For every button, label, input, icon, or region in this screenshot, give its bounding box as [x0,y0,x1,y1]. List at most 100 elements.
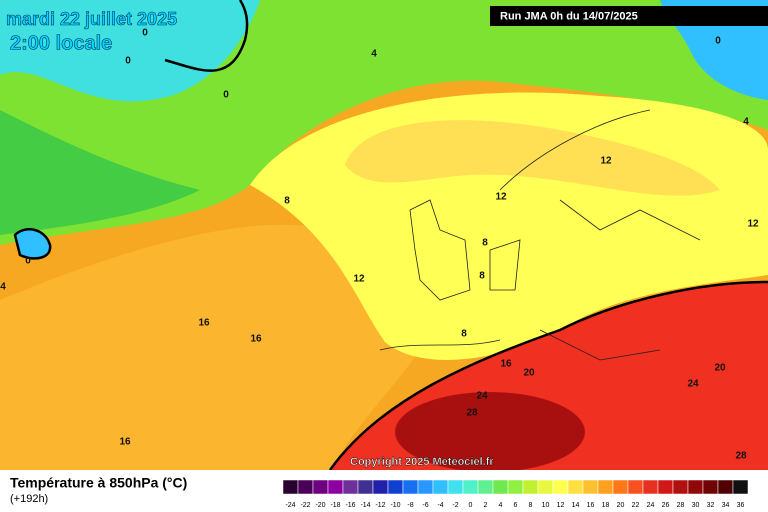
scale-cell [612,479,629,495]
scale-label: -14 [360,502,370,509]
contour-label: 16 [119,437,131,448]
scale-cell [582,479,599,495]
contour-label: 8 [284,196,290,207]
contour-label: 28 [466,408,478,419]
scale-label: 8 [529,502,533,509]
scale-label: 26 [662,502,670,509]
scale-cell [372,479,389,495]
contour-label: 8 [482,238,488,249]
contour-label: 16 [250,334,262,345]
scale-label: 10 [542,502,550,509]
scale-label: -22 [300,502,310,509]
scale-label: 32 [707,502,715,509]
scale-cell [432,479,449,495]
contour-label: 0 [223,90,229,101]
scale-label: -24 [285,502,295,509]
scale-cell [567,479,584,495]
date: mardi 22 juillet 2025 [6,9,177,29]
scale-label: 28 [677,502,685,509]
run-info: Run JMA 0h du 14/07/2025 [500,10,638,22]
contour-label: 0 [715,36,721,47]
contour-line [164,0,249,72]
green-zone-dark [0,110,200,235]
scale-cell [522,479,539,495]
contour-label: 24 [476,391,488,402]
scale-label: 6 [514,502,518,509]
run-banner [490,6,768,26]
scale-cell [447,479,464,495]
contour-label: 8 [479,271,485,282]
scale-label: 2 [484,502,488,509]
scale-label: 18 [602,502,610,509]
scale-cell [657,479,674,495]
contour-label: 12 [495,192,507,203]
contour-label: 20 [523,368,535,379]
scale-cell [342,479,359,495]
contour-label: 4 [0,282,6,293]
scale-cell [282,479,299,495]
contour-label: 12 [353,274,365,285]
time: 2:00 locale [10,32,112,54]
copyright: Copyright 2025 Meteociel.fr [350,456,494,468]
contour-label: 4 [743,117,749,128]
contour-label: 24 [687,379,699,390]
scale-label: 12 [557,502,565,509]
scale-label: -18 [330,502,340,509]
scale-cell [492,479,509,495]
scale-label: 30 [692,502,700,509]
scale-cell [597,479,614,495]
scale-label: 36 [737,502,745,509]
contour-label: 16 [198,318,210,329]
scale-cell [462,479,479,495]
scale-label: -2 [452,502,458,509]
contour-labels: 0 0 0 0 0 4 4 4 8 8 8 8 12 12 12 12 16 16 16 16 20 20 24 24 28 28 [0,28,759,462]
contour-label: 16 [500,359,512,370]
contour-label: 0 [142,28,148,39]
scale-label: -20 [315,502,325,509]
scale-label: -8 [407,502,413,509]
contour-label: 20 [714,363,726,374]
scale-cell [357,479,374,495]
contour-label: 0 [125,56,131,67]
scale-label: -16 [345,502,355,509]
contour-label: 4 [371,49,377,60]
scale-label: 20 [617,502,625,509]
scale-label: 22 [632,502,640,509]
scale-cell [402,479,419,495]
scale-label: 4 [499,502,503,509]
warm-zone [0,224,420,470]
scale-cell [537,479,554,495]
scale-cell [417,479,434,495]
contour-label: 8 [461,329,467,340]
scale-label: 16 [587,502,595,509]
contour-line [328,280,768,471]
scale-cell [717,479,734,495]
scale-label: -12 [375,502,385,509]
scale-label: -6 [422,502,428,509]
scale-cell [642,479,659,495]
coastline [409,199,521,301]
scale-cell [552,479,569,495]
scale-cell [312,479,329,495]
scale-cell [687,479,704,495]
scale-cell [732,479,749,495]
coastline [379,109,701,361]
scale-label: 0 [469,502,473,509]
scale-label: 34 [722,502,730,509]
scale-label: 14 [572,502,580,509]
scale-cell [672,479,689,495]
cyan-zone [0,0,260,102]
color-scale: -24 -22 -20 -18 -16 -14 -12 -10 -8 -6 -4 -2 0 2 4 6 8 10 1… [282,479,749,509]
contour-label: 12 [600,156,612,167]
scale-cell [387,479,404,495]
scale-label: -10 [390,502,400,509]
scale-label: -4 [437,502,443,509]
contour-label: 28 [735,451,747,462]
scale-label: 24 [647,502,655,509]
legend-lead: (+192h) [10,493,48,505]
scale-cell [327,479,344,495]
hot-core [395,392,585,472]
legend-title: Température à 850hPa (°C) [10,475,187,491]
scale-cell [297,479,314,495]
yellow-zone-pale [345,120,720,196]
